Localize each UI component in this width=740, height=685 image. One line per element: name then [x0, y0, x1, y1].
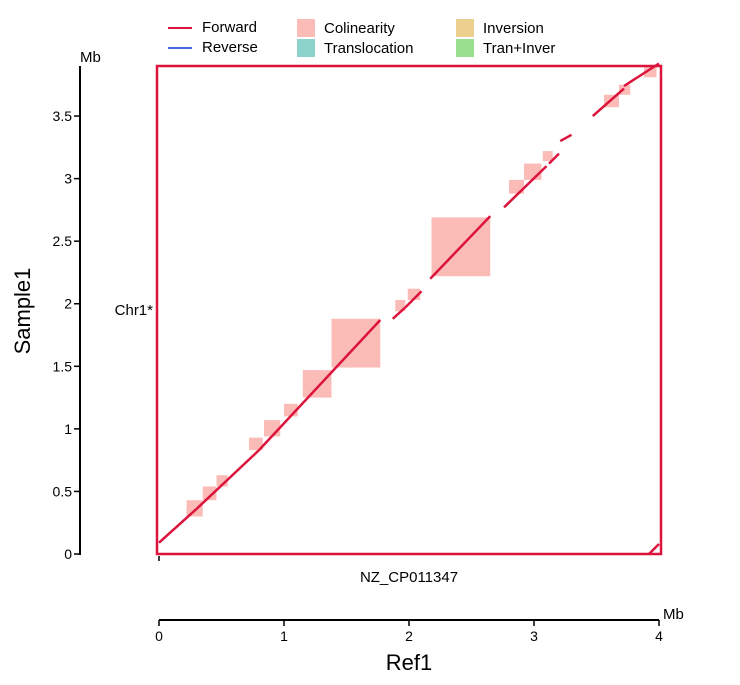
- legend-item-forward: Forward: [168, 19, 257, 36]
- legend-label-translocation: Translocation: [324, 39, 414, 57]
- forward-line-swatch: [168, 26, 192, 29]
- y-axis: 0 0.5 1 1.5 2 2.5 3 3.5: [53, 66, 81, 562]
- x-axis-title: Ref1: [386, 650, 432, 675]
- x-tick-label: 3: [530, 628, 538, 644]
- colinearity-block: [186, 500, 203, 517]
- legend-item-translocation: Translocation: [294, 39, 414, 57]
- y-tick-label: 3: [64, 171, 72, 187]
- forward-alignment-segment: [548, 152, 560, 165]
- x-chromosome-label: NZ_CP011347: [360, 569, 458, 586]
- forward-alignment-segment: [429, 215, 492, 280]
- legend-label-reverse: Reverse: [202, 39, 258, 56]
- forward-alignments: [158, 62, 660, 555]
- colinearity-block: [619, 84, 631, 95]
- y-tick-label: 2: [64, 296, 72, 312]
- x-unit-label: Mb: [663, 606, 684, 623]
- y-unit-label: Mb: [80, 49, 101, 66]
- legend-item-reverse: Reverse: [168, 39, 258, 56]
- inversion-swatch: [456, 19, 474, 37]
- x-tick-label: 0: [155, 628, 163, 644]
- y-tick-label: 3.5: [53, 108, 73, 124]
- legend-item-inversion: Inversion: [453, 19, 544, 37]
- forward-alignment-segment: [503, 165, 548, 209]
- legend-label-colinearity: Colinearity: [324, 19, 395, 37]
- translocation-swatch: [297, 39, 315, 57]
- y-tick-label: 0: [64, 546, 72, 562]
- colinearity-block: [644, 66, 657, 78]
- x-axis: 0 1 2 3 4: [155, 556, 663, 644]
- reverse-line-swatch: [168, 46, 192, 49]
- legend-label-inversion: Inversion: [483, 19, 544, 37]
- chromosome-frame: [155, 64, 663, 556]
- colinearity-block: [542, 151, 553, 162]
- colinearity-block: [331, 318, 381, 368]
- y-tick-label: 0.5: [53, 483, 73, 499]
- colinearity-block: [216, 475, 228, 487]
- forward-alignment-segment: [195, 449, 260, 510]
- legend-label-forward: Forward: [202, 19, 258, 36]
- colinearity-block: [202, 486, 217, 501]
- tran-inver-swatch: [456, 39, 474, 57]
- colinearity-block: [395, 299, 406, 312]
- legend-item-colinearity: Colinearity: [294, 19, 395, 37]
- forward-alignment-segment: [591, 87, 625, 117]
- legend-label-tran-inver: Tran+Inver: [483, 39, 556, 57]
- y-axis-title: Sample1: [10, 268, 35, 355]
- y-chromosome-label: Chr1*: [115, 302, 154, 319]
- colinearity-block: [524, 163, 542, 180]
- y-tick-label: 1: [64, 421, 72, 437]
- x-tick-label: 1: [280, 628, 288, 644]
- forward-alignment-segment: [391, 306, 407, 320]
- colinearity-block: [249, 437, 263, 451]
- y-tick-label: 1.5: [53, 358, 73, 374]
- forward-alignment-segment: [648, 543, 660, 555]
- forward-alignment-segment: [623, 62, 660, 88]
- forward-alignment-segment: [258, 319, 382, 451]
- y-tick-label: 2.5: [53, 233, 73, 249]
- x-tick-label: 4: [655, 628, 663, 644]
- forward-alignment-segment: [559, 133, 573, 143]
- colinearity-block: [302, 370, 332, 398]
- forward-alignment-segment: [404, 290, 423, 309]
- legend-item-tran-inver: Tran+Inver: [453, 39, 555, 57]
- colinearity-swatch: [297, 19, 315, 37]
- colinearity-block: [407, 288, 421, 300]
- x-tick-label: 2: [405, 628, 413, 644]
- forward-alignment-segment: [158, 508, 198, 544]
